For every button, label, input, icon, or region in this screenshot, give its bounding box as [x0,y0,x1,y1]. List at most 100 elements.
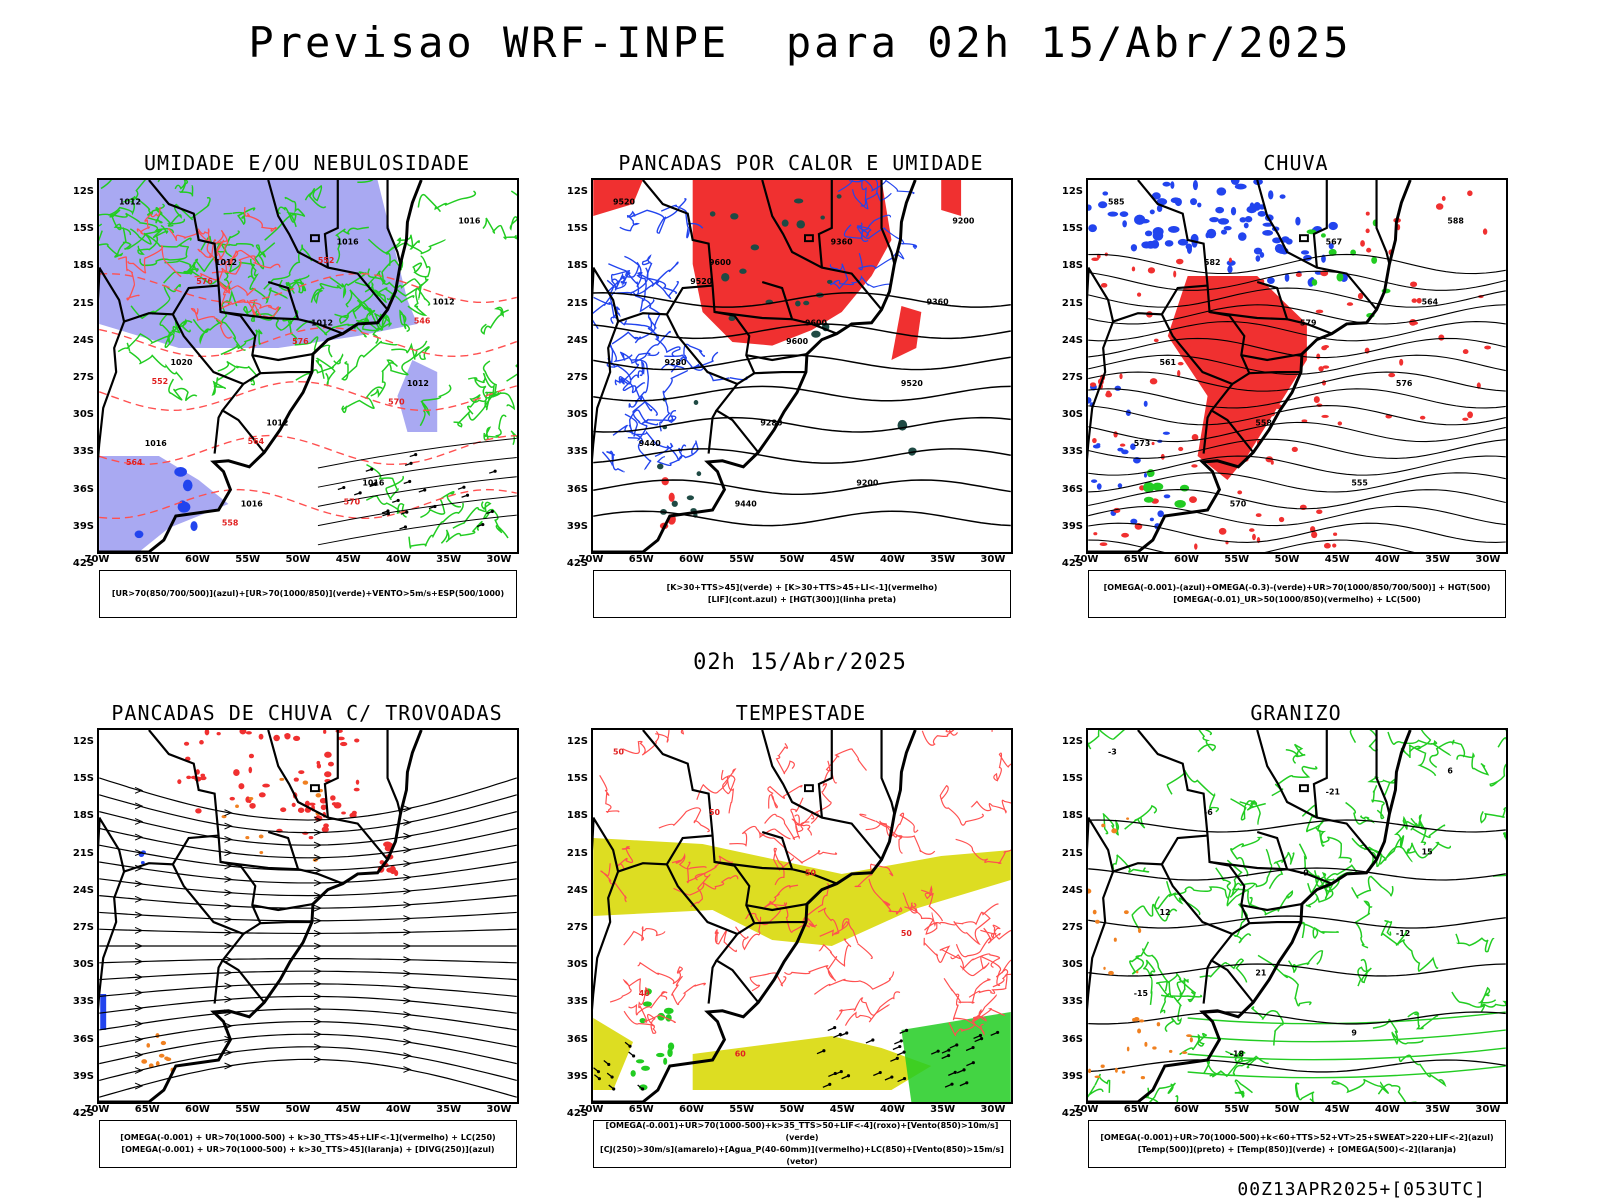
contour-label: 50 [901,929,913,938]
lon-label: 70W [84,1104,110,1115]
lon-label: 50W [1274,554,1300,565]
lon-label: 55W [235,554,261,565]
contour-label: 60 [735,1049,747,1058]
contour-label: 9280 [760,418,783,427]
lat-label: 42S [1061,558,1083,569]
lat-label: 12S [1061,736,1083,747]
panel-title: GRANIZO [1250,701,1342,725]
lat-label: 12S [72,186,94,197]
contour-label: 564 [248,437,265,446]
contour-label: 1012 [433,298,455,307]
contour-label: 567 [1326,237,1343,246]
lon-label: 45W [829,1104,855,1115]
lat-label: 33S [1061,996,1083,1008]
contour-label: 9600 [786,337,809,346]
lat-label: 12S [1061,186,1083,197]
contour-label: -3 [1108,748,1117,757]
lon-label: 30W [980,554,1006,565]
contour-label: 1016 [241,499,264,508]
lon-label: 60W [184,554,210,565]
contour-label: 564 [1422,298,1439,307]
lon-label: 50W [285,554,311,565]
lat-label: 21S [72,847,94,859]
legend-line: [K>30+TTS>45](verde) + [K>30+TTS>45+LI<-… [666,583,938,592]
lon-label: 50W [779,1104,805,1115]
panel-title: CHUVA [1263,151,1329,175]
lon-label: 70W [84,554,110,565]
lat-label: 27S [1061,372,1083,383]
lat-label: 15S [1061,773,1083,785]
lon-label: 45W [1324,1104,1350,1115]
lat-label: 24S [72,334,94,346]
contour-label: 570 [1230,499,1247,508]
lat-label: 33S [566,996,588,1008]
lat-label: 21S [1061,847,1083,859]
lon-label: 65W [1123,554,1149,565]
contour-label: 576 [1396,379,1413,388]
contour-label: 1016 [458,217,481,226]
lon-label: 55W [729,1104,755,1115]
lat-label: 12S [566,736,588,747]
lat-label: 12S [72,736,94,747]
lon-label: 55W [235,1104,261,1115]
lat-label: 39S [1061,520,1083,532]
contour-label: -15 [1134,989,1148,998]
forecast-map: -3 -6 -9 -12 -15 -18 -21 15 12 21 9 6 [1086,728,1508,1104]
contour-label: 1020 [170,358,193,367]
lon-label: 65W [134,554,160,565]
contour-label: 9440 [735,499,758,508]
contour-label: 564 [126,458,143,467]
lat-label: 36S [1061,483,1083,495]
legend-line: [OMEGA(-0.001)+UR>70(1000-500)+k>35_TTS>… [605,1121,999,1142]
lat-label: 42S [72,558,94,569]
contour-label: -6 [1204,808,1213,817]
lat-label: 18S [1061,810,1083,822]
lat-label: 24S [566,334,588,346]
lon-label: 35W [436,554,462,565]
contour-label: 585 [1108,198,1125,207]
contour-label: 1012 [215,258,237,267]
contour-label: -18 [1230,1049,1245,1058]
lon-label: 50W [1274,1104,1300,1115]
lon-label: 50W [285,1104,311,1115]
lon-label: 65W [1123,1104,1149,1115]
lat-label: 42S [566,1108,588,1119]
forecast-map: 50 50 50 50 40 60 [591,728,1013,1104]
legend-box: [OMEGA(-0.001)-(azul)+OMEGA(-0.3)-(verde… [1088,570,1506,618]
legend-line: [OMEGA(-0.001) + UR>70(1000-500) + k>30_… [121,1145,495,1154]
lon-label: 30W [1475,1104,1501,1115]
contour-label: 9520 [690,277,713,286]
lat-label: 18S [1061,260,1083,272]
lat-label: 42S [1061,1108,1083,1119]
legend-line: [OMEGA(-0.001)-(azul)+OMEGA(-0.3)-(verde… [1103,583,1491,592]
lat-label: 30S [1061,959,1083,971]
contour-label: 40 [639,989,651,998]
panel-title: UMIDADE E/OU NEBULOSIDADE [143,151,471,175]
lon-label: 40W [1374,1104,1400,1115]
lat-label: 21S [566,297,588,309]
contour-label: 21 [1255,968,1266,977]
contour-label: 552 [318,256,335,265]
contour-label: 576 [292,337,309,346]
lat-label: 21S [1061,297,1083,309]
legend-line: [UR>70(850/700/500)](azul)+[UR>70(1000/8… [111,589,505,598]
legend-box: [K>30+TTS>45](verde) + [K>30+TTS>45+LI<-… [593,570,1011,618]
lat-label: 42S [72,1108,94,1119]
lon-label: 35W [930,1104,956,1115]
lon-label: 65W [628,1104,654,1115]
lat-label: 27S [1061,922,1083,933]
lat-label: 12S [566,186,588,197]
contour-label: 9600 [805,318,828,327]
lon-label: 40W [1374,554,1400,565]
contour-label: 50 [805,868,817,877]
contour-label: 570 [388,398,405,407]
contour-label: 558 [1255,418,1272,427]
legend-box: [UR>70(850/700/500)](azul)+[UR>70(1000/8… [99,570,517,618]
lat-label: 42S [566,558,588,569]
contour-label: 12 [1159,908,1170,917]
legend-line: [Temp(500)](preto) + [Temp(850)](verde) … [1137,1145,1457,1154]
contour-label: 1012 [407,379,429,388]
lon-label: 35W [436,1104,462,1115]
contour-label: 6 [1447,767,1453,776]
contour-label: 9 [1351,1029,1357,1038]
